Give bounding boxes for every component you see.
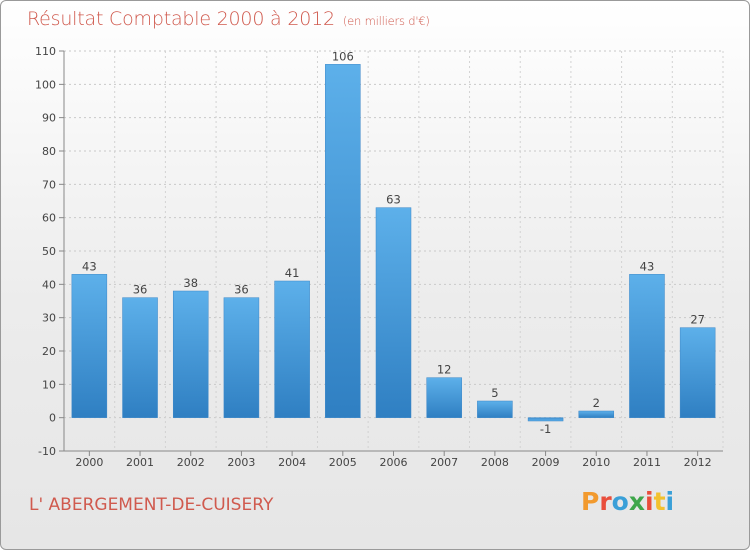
labels: -10 0 10 20 30 40 50 60 70 80 90 100 110 2000 43 2001 36…: [35, 45, 712, 469]
logo-letter: o: [611, 487, 629, 516]
x-tick-label: 2011: [633, 456, 661, 469]
data-label: 36: [234, 283, 249, 297]
x-tick-label: 2006: [380, 456, 408, 469]
data-label: 63: [386, 193, 401, 207]
y-tick-label: 90: [42, 112, 56, 125]
data-label: 43: [82, 259, 97, 273]
x-tick-label: 2008: [481, 456, 509, 469]
data-label: -1: [540, 422, 551, 436]
x-tick-label: 2003: [227, 456, 255, 469]
data-label: 106: [332, 49, 354, 63]
y-tick-label: 0: [49, 412, 56, 425]
data-label: 38: [183, 276, 198, 290]
x-tick-label: 2000: [75, 456, 103, 469]
logo-letter: i: [665, 487, 675, 516]
axes: [59, 50, 723, 456]
bar: [71, 274, 108, 418]
data-label: 36: [133, 283, 148, 297]
y-tick-label: 100: [35, 78, 56, 91]
bar: [477, 400, 513, 418]
data-label: 5: [491, 386, 498, 400]
data-label: 41: [285, 266, 300, 280]
commune-name: L' ABERGEMENT-DE-CUISERY: [29, 495, 274, 515]
y-tick-label: 30: [42, 312, 56, 325]
bar: [426, 377, 462, 418]
bar: [527, 417, 564, 422]
chart-subtitle: (en milliers d'€): [342, 14, 430, 28]
logo-letter: x: [628, 487, 645, 516]
logo-letter: r: [599, 487, 612, 516]
data-label: 43: [640, 259, 655, 273]
x-tick-label: 2005: [329, 456, 357, 469]
y-tick-label: 110: [35, 45, 56, 58]
data-label: 2: [593, 396, 600, 410]
bar: [172, 290, 209, 418]
x-tick-label: 2012: [684, 456, 712, 469]
y-tick-label: 80: [42, 145, 56, 158]
x-tick-label: 2010: [582, 456, 610, 469]
logo-letter: i: [645, 487, 654, 516]
logo-letter: P: [581, 487, 600, 516]
y-tick-label: 50: [42, 245, 56, 258]
bar: [679, 327, 716, 418]
grid-lines: [63, 50, 724, 452]
bar: [375, 207, 412, 418]
data-label: 12: [437, 363, 452, 377]
chart-title: Résultat Comptable 2000 à 2012 (en millie…: [27, 8, 430, 30]
x-tick-label: 2009: [532, 456, 560, 469]
y-tick-label: 10: [42, 378, 56, 391]
y-tick-label: 70: [42, 178, 56, 191]
logo-letter: t: [653, 487, 666, 516]
y-tick-label: 20: [42, 345, 56, 358]
bar: [325, 64, 361, 418]
y-tick-label: 60: [42, 212, 56, 225]
proxiti-logo: Proxiti: [581, 487, 674, 516]
x-tick-label: 2007: [430, 456, 458, 469]
data-label: 27: [690, 313, 705, 327]
x-tick-label: 2004: [278, 456, 306, 469]
bar: [122, 297, 158, 418]
bar: [629, 274, 665, 418]
y-tick-label: 40: [42, 278, 56, 291]
y-tick-label: -10: [38, 445, 56, 458]
bars: [71, 64, 716, 422]
x-tick-label: 2002: [177, 456, 205, 469]
bar: [274, 280, 310, 418]
chart-title-text: Résultat Comptable 2000 à 2012: [27, 8, 335, 30]
bar: [223, 297, 260, 418]
x-tick-label: 2001: [126, 456, 154, 469]
bar: [578, 410, 615, 418]
